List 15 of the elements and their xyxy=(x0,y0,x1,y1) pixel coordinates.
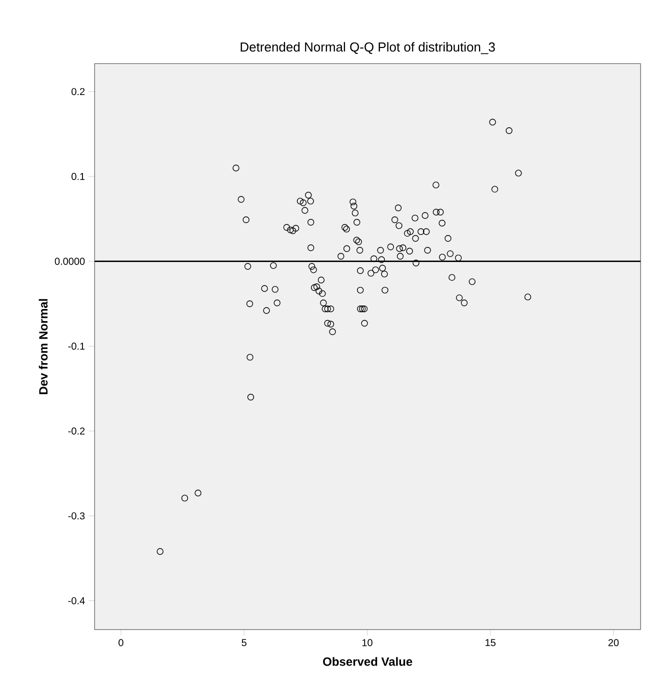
x-tick-label: 15 xyxy=(486,639,496,646)
y-axis-title: Dev from Normal xyxy=(38,299,48,394)
y-tick-label: -0.2 xyxy=(68,427,85,435)
y-tick-label: 0.0000 xyxy=(54,258,85,265)
y-tick-label: 0.2 xyxy=(72,88,85,96)
y-tick-label: 0.1 xyxy=(72,172,85,180)
y-tick-label: -0.3 xyxy=(68,512,85,520)
x-tick-label: 5 xyxy=(242,639,246,646)
x-axis-title: Observed Value xyxy=(323,657,412,666)
chart-title: Detrended Normal Q-Q Plot of distribution_3 xyxy=(240,42,495,54)
x-tick-label: 10 xyxy=(362,639,372,646)
y-tick-label: -0.4 xyxy=(68,597,85,604)
y-tick-label: -0.1 xyxy=(68,342,85,350)
x-tick-label: 0 xyxy=(118,639,124,646)
x-tick-label: 20 xyxy=(608,639,619,646)
